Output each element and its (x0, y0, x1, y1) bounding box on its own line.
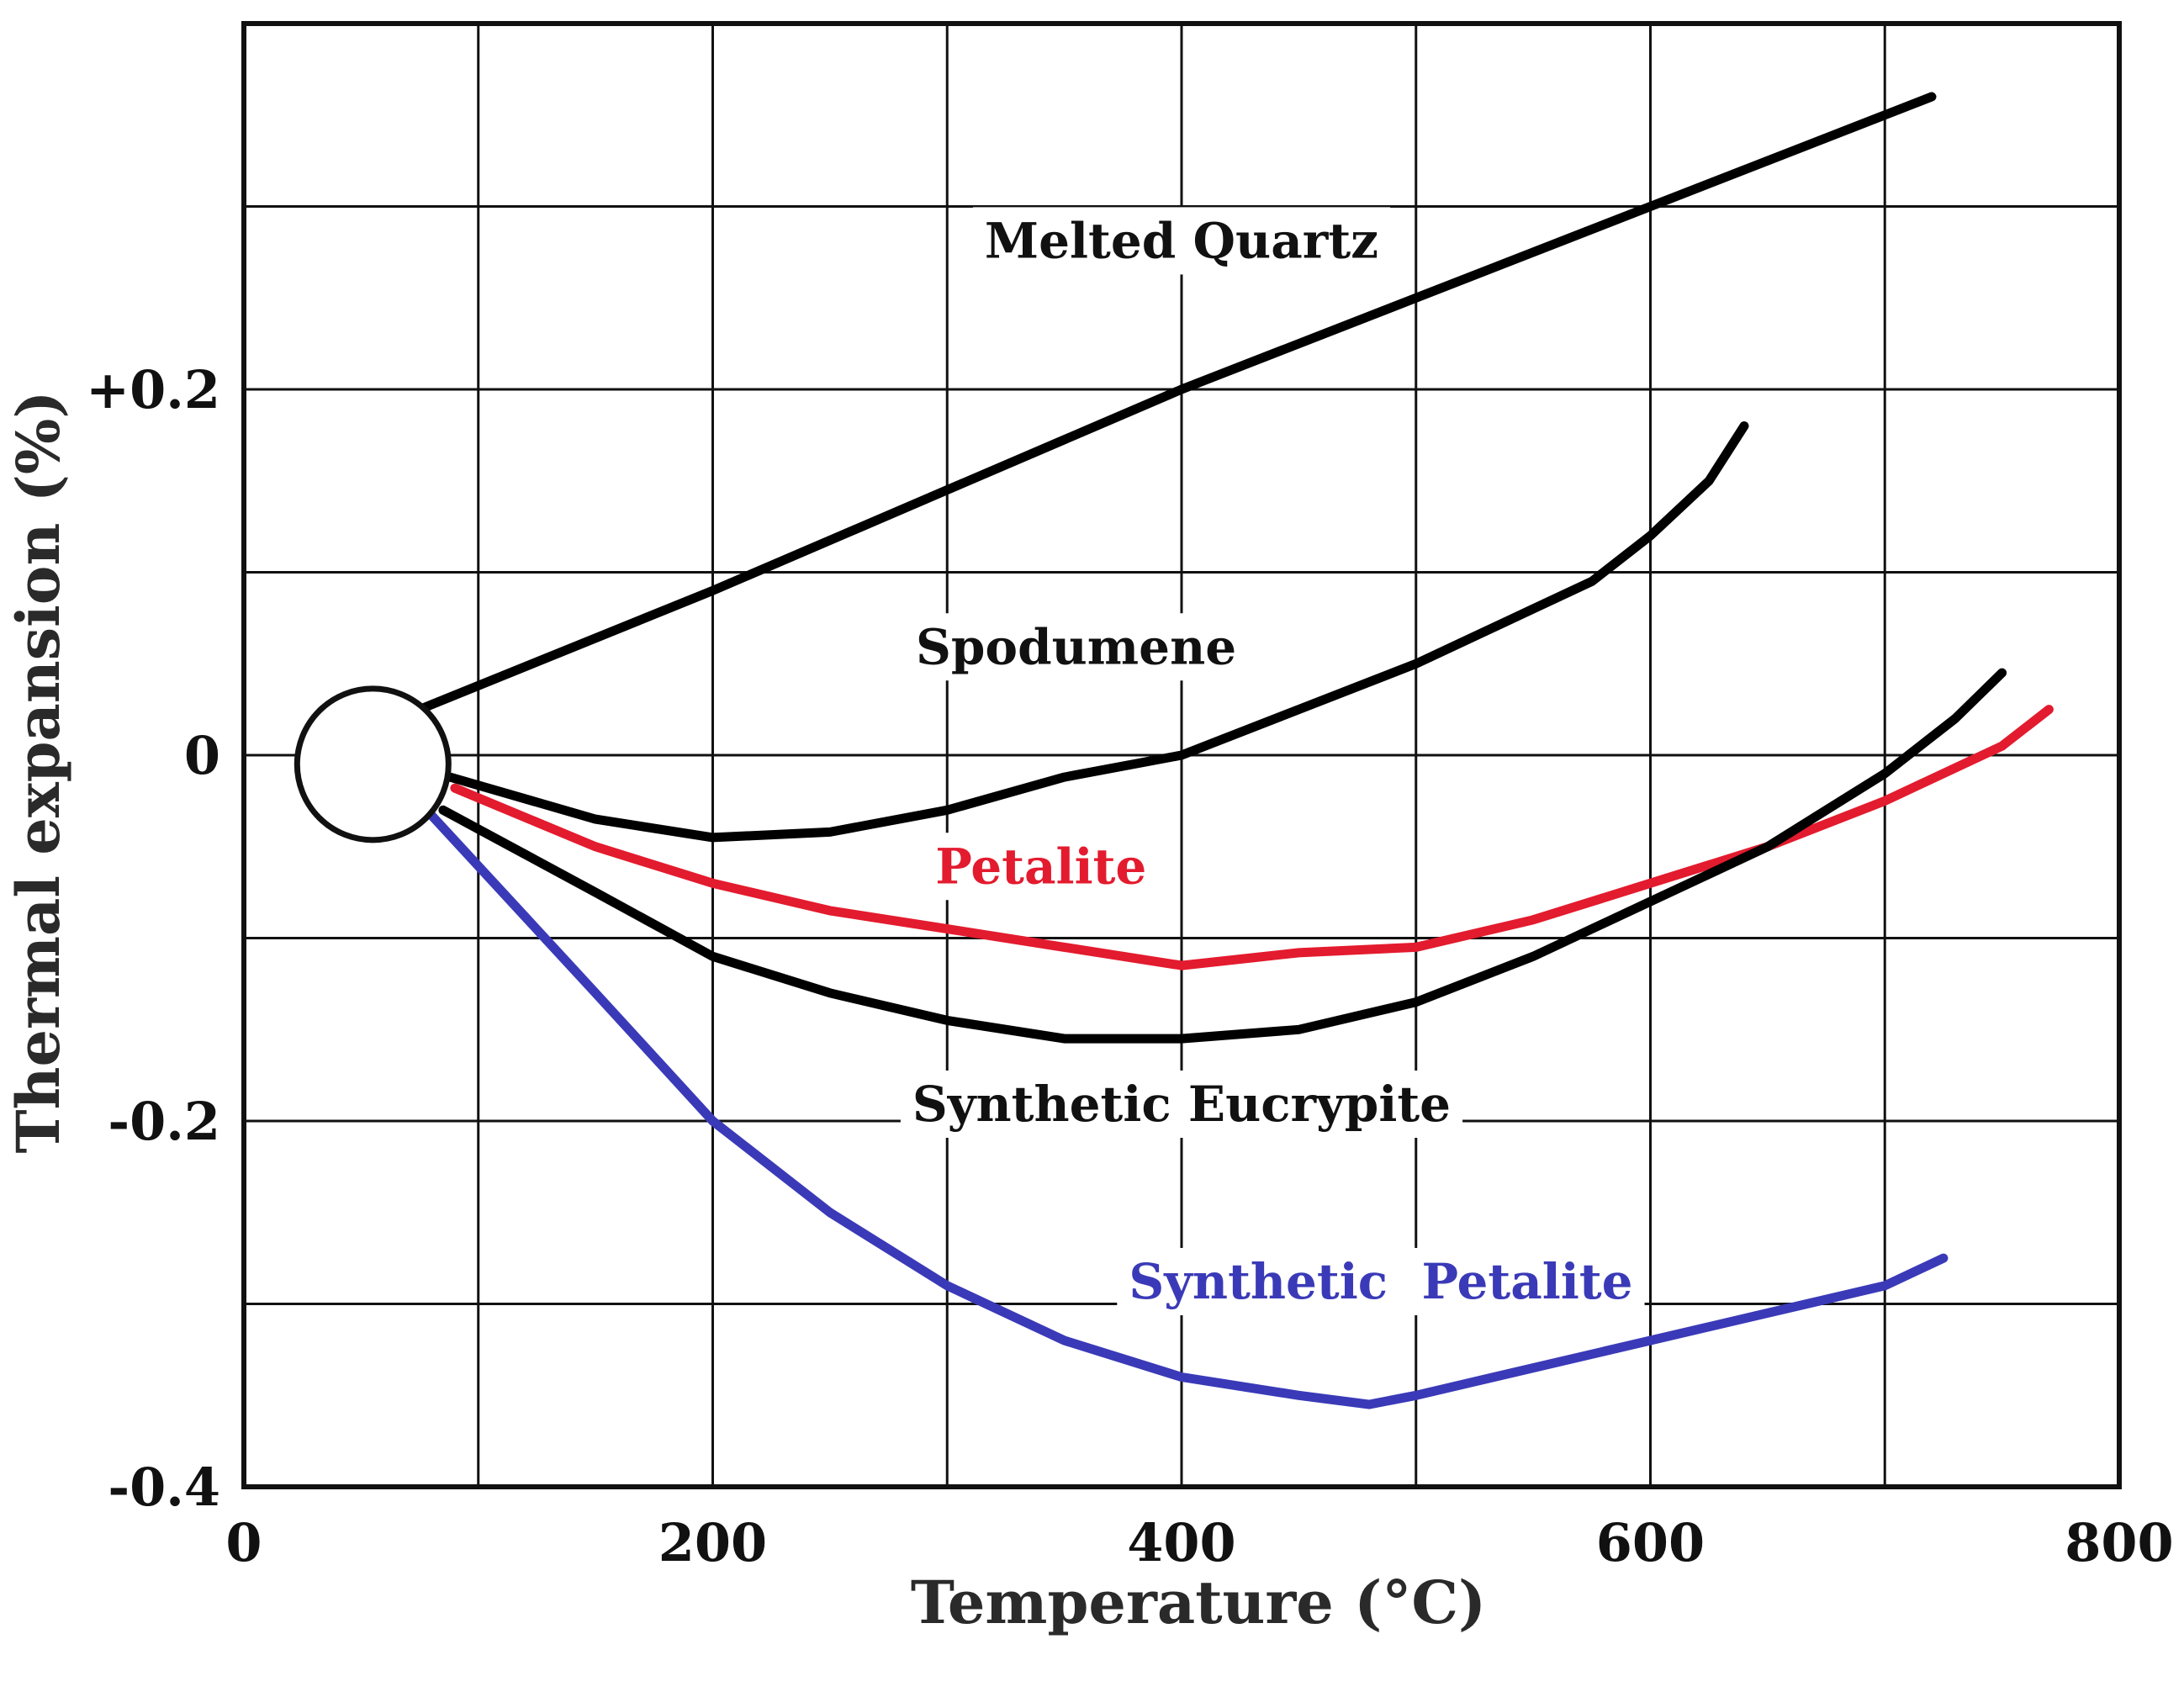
x-axis-title: Temperature (°C) (911, 1568, 1486, 1637)
y-tick-neg0_4: -0.4 (108, 1457, 220, 1518)
x-tick-400: 400 (1127, 1512, 1235, 1573)
x-tick-600: 600 (1596, 1512, 1705, 1573)
label-background-melted-quartz (972, 207, 1391, 275)
label-synthetic-eucrypite: Synthetic Eucrypite (912, 1076, 1451, 1133)
label-synthetic-petalite: Synthetic Petalite (1129, 1253, 1632, 1310)
y-tick-0: 0 (184, 725, 220, 786)
label-background-petalite (923, 833, 1159, 901)
series-lines (415, 92, 2054, 1409)
label-background-synthetic-eucrypite (900, 1071, 1463, 1138)
label-petalite: Petalite (935, 838, 1146, 895)
series-line-petalite (450, 705, 2054, 970)
y-axis-title: Thermal expansion (%) (3, 391, 73, 1154)
origin-circle (293, 685, 452, 843)
origin-marker (293, 685, 452, 843)
label-spodumene: Spodumene (916, 618, 1236, 675)
series-line-synthetic-petalite (421, 805, 1949, 1409)
y-tick-neg0_2: -0.2 (108, 1091, 220, 1152)
series-labels: Melted Quartz Spodumene Petalite Synthetic … (900, 207, 1645, 1315)
x-tick-0: 0 (225, 1512, 262, 1573)
x-tick-800: 800 (2065, 1512, 2173, 1573)
series-line-spodumene (445, 421, 1749, 843)
series-line-synthetic-eucrypite (438, 668, 2007, 1044)
x-tick-200: 200 (658, 1512, 767, 1573)
series-line-melted-quartz (415, 92, 1937, 715)
y-tick-labels: +0.2 0 -0.2 -0.4 (86, 359, 220, 1518)
label-background-spodumene (903, 613, 1249, 681)
label-background-synthetic-petalite (1117, 1247, 1645, 1315)
label-melted-quartz: Melted Quartz (985, 212, 1378, 269)
plot-frame (241, 21, 2122, 1489)
x-tick-labels: 0 200 400 600 800 (225, 1512, 2173, 1573)
y-tick-0_2: +0.2 (86, 359, 220, 420)
